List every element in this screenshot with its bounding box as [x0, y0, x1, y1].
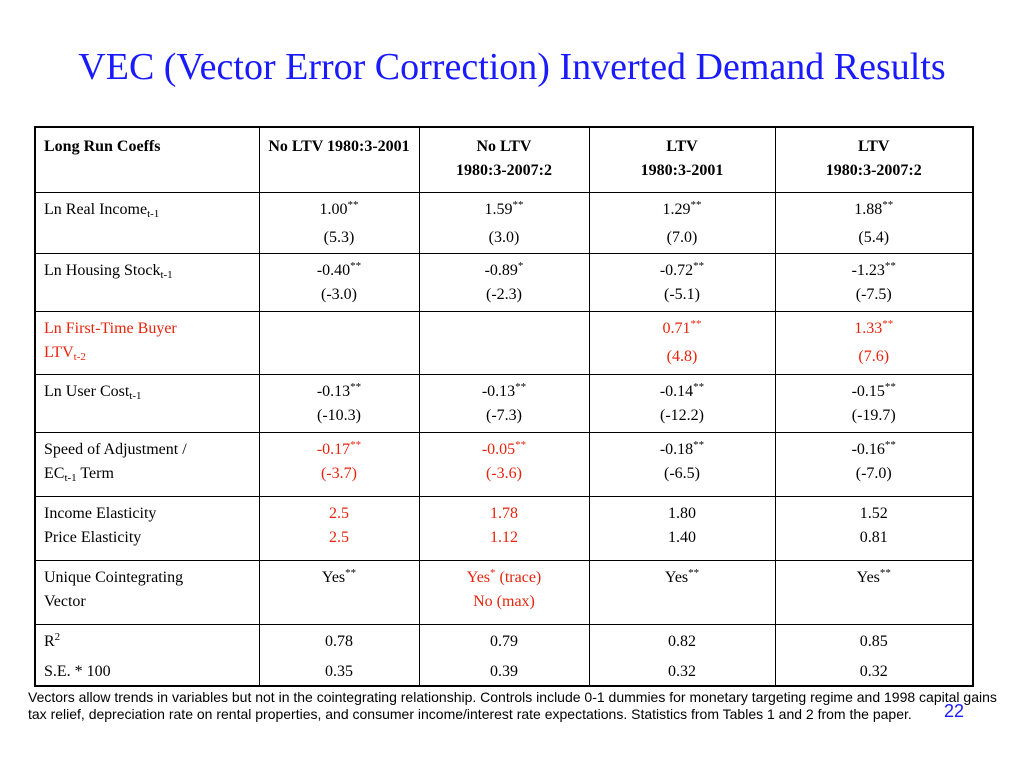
table-cell: Yes** [774, 559, 974, 625]
row-label: Speed of Adjustment / ECt-1 Term [34, 431, 260, 497]
table-cell: 0.82 0.32 [588, 623, 776, 687]
table-cell: -0.72** (-5.1) [588, 252, 776, 312]
table-cell: -0.15** (-19.7) [774, 373, 974, 433]
table-row: Unique Cointegrating Vector Yes** Yes* (t… [34, 559, 974, 625]
header-col-1: No LTV 1980:3-2001 [258, 126, 420, 193]
footnote: Vectors allow trends in variables but no… [28, 689, 997, 722]
table-cell-empty [418, 310, 590, 375]
header-col-2-line2: 1980:3-2007:2 [456, 162, 552, 179]
table-cell: 1.59** (3.0) [418, 191, 590, 254]
table-cell: -0.18** (-6.5) [588, 431, 776, 497]
table-cell: -0.14** (-12.2) [588, 373, 776, 433]
header-col-2-line1: No LTV [476, 138, 532, 155]
table-cell: -0.13** (-7.3) [418, 373, 590, 433]
table-row: Speed of Adjustment / ECt-1 Term -0.17**(… [34, 431, 974, 497]
page-number: 22 [943, 701, 964, 721]
table-cell: Yes* (trace) No (max) [418, 559, 590, 625]
table-cell: 1.80 1.40 [588, 495, 776, 561]
table-cell: 0.78 0.35 [258, 623, 420, 687]
table-row: Ln Housing Stockt-1 -0.40** (-3.0) -0.89*… [34, 252, 974, 312]
row-label: Ln First-Time Buyer LTVt-2 [34, 310, 260, 375]
table-row: Ln User Costt-1 -0.13** (-10.3) -0.13** (-… [34, 373, 974, 433]
table-row: R2 S.E. * 100 0.78 0.35 0.79 0.39 0.82 0.32 … [34, 623, 974, 687]
results-table: Long Run Coeffs No LTV 1980:3-2001 No LT… [34, 126, 974, 687]
table-header-row: Long Run Coeffs No LTV 1980:3-2001 No LT… [34, 126, 974, 193]
slide-title: VEC (Vector Error Correction) Inverted D… [78, 46, 946, 88]
header-col-4-line2: 1980:3-2007:2 [825, 162, 922, 179]
header-col-3: LTV 1980:3-2001 [588, 126, 776, 193]
header-col-4-line1: LTV [858, 138, 890, 155]
table-cell: 0.71** (4.8) [588, 310, 776, 375]
table-cell: -0.16** (-7.0) [774, 431, 974, 497]
table-cell: 1.52 0.81 [774, 495, 974, 561]
table-cell: 0.79 0.39 [418, 623, 590, 687]
table-cell: -0.89* (-2.3) [418, 252, 590, 312]
table-cell: Yes** [258, 559, 420, 625]
table-cell: -0.40** (-3.0) [258, 252, 420, 312]
table-row: Income Elasticity Price Elasticity 2.5 2.5… [34, 495, 974, 561]
table-cell: -0.05** (-3.6) [418, 431, 590, 497]
table-cell: 1.78 1.12 [418, 495, 590, 561]
header-long-run-coeffs: Long Run Coeffs [34, 126, 260, 193]
header-col-3-line1: LTV [666, 138, 698, 155]
row-label: Ln Housing Stockt-1 [34, 252, 260, 312]
table-cell: 1.33** (7.6) [774, 310, 974, 375]
row-label: Ln Real Incomet-1 [34, 191, 260, 254]
table-cell: Yes** [588, 559, 776, 625]
table-row: Ln Real Incomet-1 1.00** (5.3) 1.59** (3.0… [34, 191, 974, 254]
table-cell: -1.23** (-7.5) [774, 252, 974, 312]
row-label: Unique Cointegrating Vector [34, 559, 260, 625]
table-cell-empty [258, 310, 420, 375]
row-label: Ln User Costt-1 [34, 373, 260, 433]
header-col-4: LTV 1980:3-2007:2 [774, 126, 974, 193]
table-cell: -0.13** (-10.3) [258, 373, 420, 433]
table-cell: 1.88** (5.4) [774, 191, 974, 254]
header-col-2: No LTV 1980:3-2007:2 [418, 126, 590, 193]
row-label: Income Elasticity Price Elasticity [34, 495, 260, 561]
row-label: R2 S.E. * 100 [34, 623, 260, 687]
table-cell: 2.5 2.5 [258, 495, 420, 561]
table-cell: 1.29** (7.0) [588, 191, 776, 254]
table-cell: 0.85 0.32 [774, 623, 974, 687]
table-row: Ln First-Time Buyer LTVt-2 0.71** (4.8) 1.… [34, 310, 974, 375]
table-cell: -0.17** (-3.7) [258, 431, 420, 497]
table-cell: 1.00** (5.3) [258, 191, 420, 254]
header-col-3-line2: 1980:3-2001 [640, 162, 724, 179]
